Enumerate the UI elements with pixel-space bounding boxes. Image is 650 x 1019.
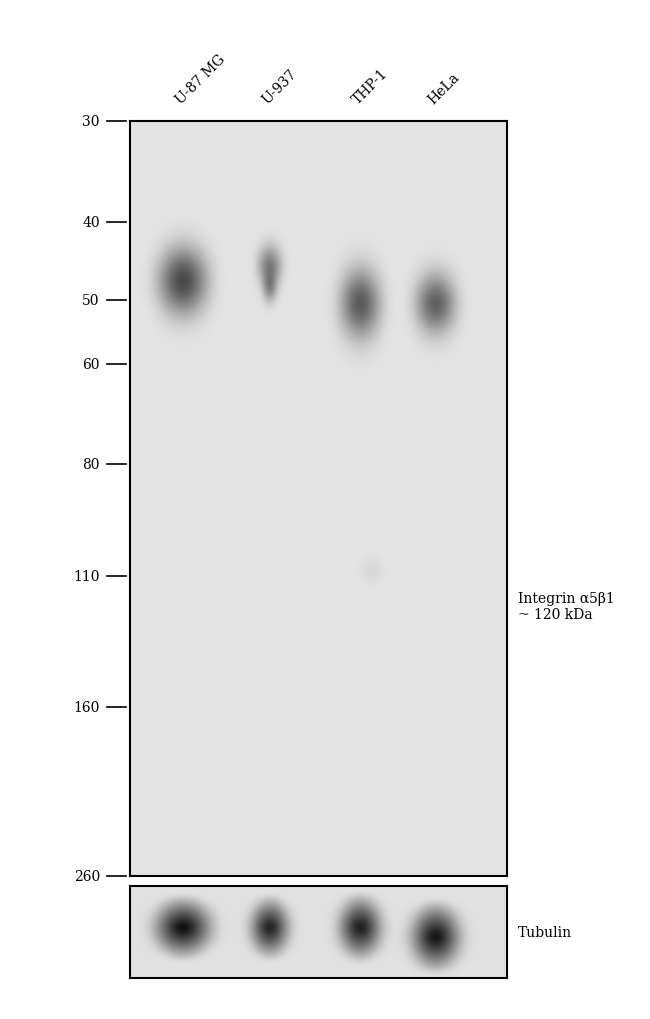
Text: Tubulin: Tubulin <box>518 925 573 940</box>
Text: HeLa: HeLa <box>426 70 462 107</box>
Text: U-87 MG: U-87 MG <box>173 52 227 107</box>
Text: 110: 110 <box>73 569 100 583</box>
Text: 160: 160 <box>73 700 100 713</box>
Text: 50: 50 <box>83 293 100 308</box>
Text: 80: 80 <box>83 458 100 472</box>
Text: THP-1: THP-1 <box>350 66 391 107</box>
Text: 260: 260 <box>73 869 100 883</box>
Text: U-937: U-937 <box>259 67 300 107</box>
Text: 40: 40 <box>82 216 100 229</box>
Text: 60: 60 <box>83 358 100 371</box>
Text: 30: 30 <box>83 115 100 129</box>
Text: Integrin α5β1
~ 120 kDa: Integrin α5β1 ~ 120 kDa <box>518 591 615 622</box>
